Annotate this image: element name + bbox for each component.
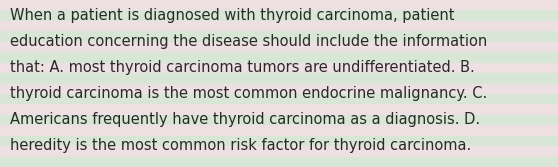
FancyBboxPatch shape [0,136,558,146]
FancyBboxPatch shape [0,146,558,157]
FancyBboxPatch shape [0,0,558,10]
Text: When a patient is diagnosed with thyroid carcinoma, patient: When a patient is diagnosed with thyroid… [10,8,455,23]
FancyBboxPatch shape [0,115,558,125]
Text: thyroid carcinoma is the most common endocrine malignancy. C.: thyroid carcinoma is the most common end… [10,86,487,101]
Text: heredity is the most common risk factor for thyroid carcinoma.: heredity is the most common risk factor … [10,138,472,153]
FancyBboxPatch shape [0,10,558,21]
Text: Americans frequently have thyroid carcinoma as a diagnosis. D.: Americans frequently have thyroid carcin… [10,112,480,127]
FancyBboxPatch shape [0,94,558,104]
FancyBboxPatch shape [0,157,558,167]
FancyBboxPatch shape [0,84,558,94]
FancyBboxPatch shape [0,42,558,52]
FancyBboxPatch shape [0,31,558,42]
Text: that: A. most thyroid carcinoma tumors are undifferentiated. B.: that: A. most thyroid carcinoma tumors a… [10,60,475,75]
FancyBboxPatch shape [0,104,558,115]
FancyBboxPatch shape [0,73,558,84]
FancyBboxPatch shape [0,125,558,136]
Text: education concerning the disease should include the information: education concerning the disease should … [10,34,487,49]
FancyBboxPatch shape [0,63,558,73]
FancyBboxPatch shape [0,21,558,31]
FancyBboxPatch shape [0,52,558,63]
